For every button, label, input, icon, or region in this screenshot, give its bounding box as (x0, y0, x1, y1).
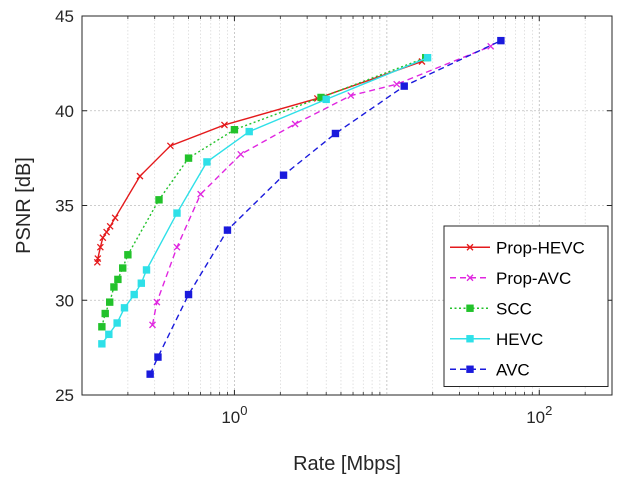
x-axis-label: Rate [Mbps] (293, 453, 401, 475)
data-point-square (114, 275, 122, 284)
legend-item: HEVC (450, 330, 543, 349)
data-point-x (96, 243, 104, 251)
data-point-x (99, 234, 107, 242)
data-point-square (223, 226, 232, 234)
data-point-x (153, 298, 161, 306)
legend: Prop-HEVC Prop-AVC SCC HEVC AVC (443, 225, 609, 387)
axis-ticks: 25 30 35 40 45 100 102 (55, 7, 612, 427)
data-point-square (279, 171, 288, 179)
data-point-square (98, 340, 106, 348)
data-point-x (94, 255, 102, 263)
data-point-square (466, 365, 474, 373)
data-point-square (400, 82, 408, 90)
y-tick-label: 30 (55, 291, 74, 310)
data-point-x (220, 121, 228, 129)
x-tick-label: 100 (221, 403, 247, 427)
legend-label: Prop-HEVC (496, 238, 585, 257)
data-point-square (173, 209, 181, 217)
series-line (96, 60, 423, 263)
x-tick-label: 102 (526, 403, 552, 427)
y-tick-label: 40 (55, 102, 74, 121)
legend-item: AVC (450, 360, 530, 379)
legend-item: Prop-HEVC (450, 238, 585, 257)
data-point-square (113, 319, 121, 327)
data-point-x (197, 190, 205, 198)
data-point-square (155, 196, 163, 204)
data-point-square (124, 251, 132, 259)
data-point-square (245, 127, 253, 136)
data-point-square (466, 335, 474, 343)
series-prop-hevc (93, 58, 426, 266)
y-tick-label: 35 (55, 197, 74, 216)
data-point-square (154, 353, 162, 361)
data-point-x (103, 228, 111, 236)
data-point-x (466, 274, 474, 282)
y-axis-label: PSNR [dB] (13, 157, 35, 254)
legend-label: AVC (496, 360, 530, 379)
data-point-square (106, 298, 114, 306)
data-point-square (331, 129, 340, 138)
data-point-square (423, 53, 432, 62)
data-point-square (110, 283, 118, 291)
data-point-x (106, 222, 114, 230)
data-point-square (146, 370, 154, 378)
data-point-square (203, 158, 211, 166)
data-point-square (184, 290, 193, 299)
y-tick-label: 45 (55, 7, 74, 26)
data-point-x (173, 243, 181, 251)
data-point-square (322, 95, 330, 104)
data-point-square (497, 36, 505, 45)
data-point-square (98, 323, 106, 331)
series-hevc (98, 53, 432, 348)
data-point-square (137, 279, 146, 287)
data-point-x (393, 80, 401, 88)
series-line (151, 45, 491, 326)
data-point-x (291, 120, 299, 128)
data-point-x (136, 172, 144, 180)
data-point-x (166, 142, 174, 150)
data-point-square (130, 290, 138, 299)
data-point-x (149, 321, 156, 329)
data-point-x (466, 243, 474, 251)
data-point-x (111, 214, 119, 222)
data-point-x (347, 92, 355, 100)
data-point-square (119, 264, 127, 272)
data-point-square (142, 266, 151, 274)
legend-label: Prop-AVC (496, 269, 571, 288)
data-point-square (466, 304, 474, 312)
legend-item: SCC (450, 299, 532, 318)
series-prop-avc (149, 42, 495, 329)
legend-label: SCC (496, 299, 532, 318)
series-line (149, 40, 502, 375)
y-tick-label: 25 (55, 386, 74, 405)
series-group (93, 36, 505, 378)
series-avc (146, 36, 505, 378)
data-point-square (105, 330, 113, 339)
legend-item: Prop-AVC (450, 269, 571, 288)
data-point-x (237, 150, 245, 158)
data-point-square (101, 309, 109, 318)
data-point-square (120, 304, 129, 312)
legend-label: HEVC (496, 330, 543, 349)
data-point-square (184, 154, 193, 162)
data-point-square (230, 126, 239, 134)
